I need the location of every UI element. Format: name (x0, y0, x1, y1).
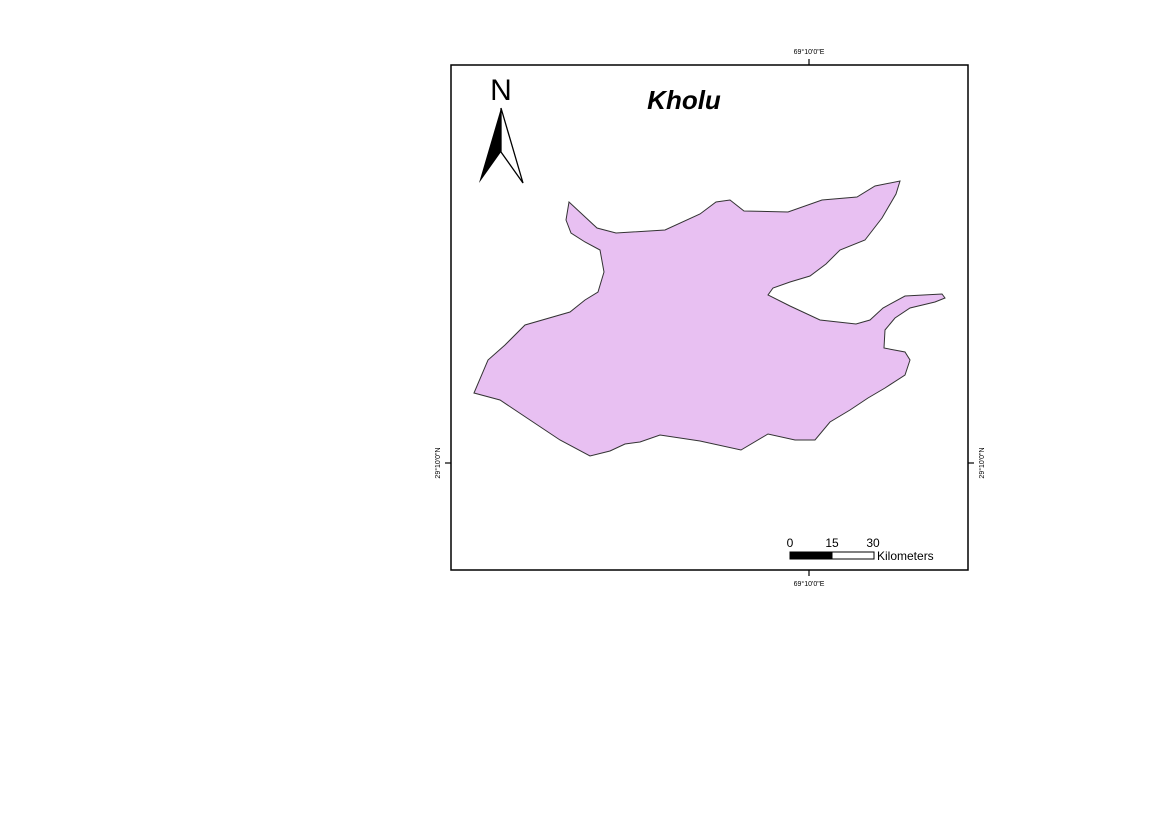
map-frame (450, 64, 969, 571)
north-arrow-left-half (479, 108, 501, 183)
scale-bar-segment-dark (789, 551, 833, 560)
north-arrow-right-half (500, 107, 524, 184)
scale-bar-segment-light (831, 551, 875, 560)
longitude-label-bottom: 69°10'0"E (794, 580, 825, 588)
latitude-label-left: 29°10'0"N (434, 447, 442, 478)
kholu-district-region (473, 180, 946, 457)
north-arrow-letter: N (490, 74, 512, 107)
map-title: Kholu (647, 85, 721, 115)
longitude-label-top: 69°10'0"E (794, 48, 825, 56)
scale-bar-tick-0: 0 (787, 536, 794, 550)
scale-bar-tick-15: 15 (825, 536, 839, 550)
scale-bar-tick-30: 30 (866, 536, 880, 550)
scale-bar: 0 15 30 Kilometers (787, 536, 934, 563)
north-arrow: N (479, 74, 524, 184)
scale-bar-unit: Kilometers (877, 549, 934, 563)
latitude-label-right: 29°10'0"N (978, 447, 986, 478)
